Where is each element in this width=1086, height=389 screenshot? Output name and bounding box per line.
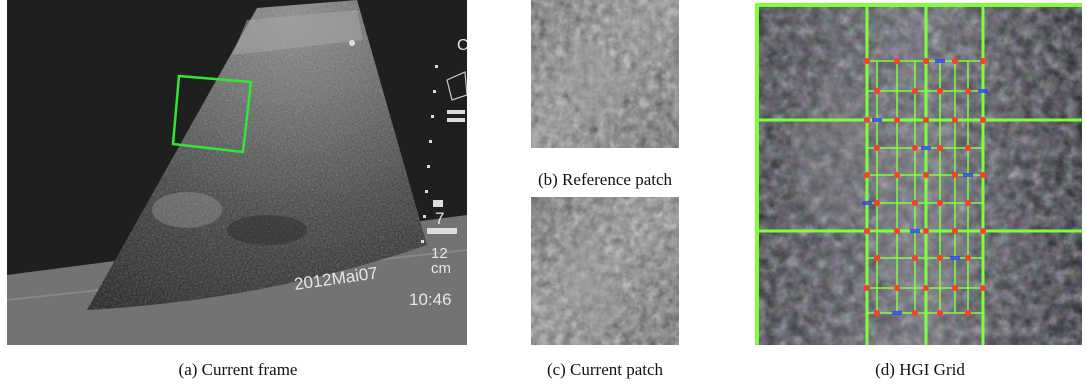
- grid-node: [894, 285, 900, 291]
- grid-node: [937, 88, 943, 94]
- grid-node: [912, 145, 918, 151]
- current-patch-image: [531, 197, 679, 345]
- caption-b: (b) Reference patch: [537, 170, 673, 189]
- svg-text:C: C: [457, 37, 467, 54]
- grid-gradient-mark: [921, 146, 931, 150]
- grid-node: [923, 285, 929, 291]
- time-stamp: 10:46: [409, 290, 452, 309]
- reference-patch-image: [531, 0, 679, 148]
- roi-box: [171, 74, 253, 154]
- ultrasound-frame-svg: C 7 12 cm 2012Mai07 10:46: [7, 0, 467, 345]
- grid-node: [937, 255, 943, 261]
- grid-node: [874, 88, 880, 94]
- grid-gradient-mark: [910, 229, 920, 233]
- caption-c: (c) Current patch: [546, 360, 664, 379]
- grid-gradient-mark: [978, 89, 988, 93]
- grid-gradient-mark: [862, 201, 872, 205]
- grid-node: [912, 88, 918, 94]
- grid-node: [980, 58, 986, 64]
- caption-d: (d) HGI Grid: [875, 360, 965, 379]
- grid-node: [980, 172, 986, 178]
- grid-node: [923, 172, 929, 178]
- grid-node: [923, 58, 929, 64]
- grid-node: [923, 228, 929, 234]
- caption-a: (a) Current frame: [178, 360, 298, 379]
- current-patch-svg: [531, 197, 679, 345]
- gain-readout: 7: [435, 209, 444, 228]
- grid-gradient-mark: [872, 118, 882, 122]
- grid-node: [965, 200, 971, 206]
- grid-node: [980, 285, 986, 291]
- grid-node: [965, 145, 971, 151]
- current-frame-image: C 7 12 cm 2012Mai07 10:46: [7, 0, 467, 345]
- reference-patch-svg: [531, 0, 679, 148]
- grid-node: [894, 117, 900, 123]
- depth-value: 12: [431, 245, 448, 262]
- grid-node: [874, 200, 880, 206]
- grid-gradient-mark: [963, 173, 973, 177]
- grid-node: [894, 58, 900, 64]
- grid-node: [937, 145, 943, 151]
- hgi-grid-image: [755, 3, 1082, 345]
- grid-node: [965, 255, 971, 261]
- grid-node: [923, 117, 929, 123]
- grid-node: [980, 117, 986, 123]
- grid-node: [874, 145, 880, 151]
- grid-node: [864, 117, 870, 123]
- grid-node: [952, 58, 958, 64]
- grid-node: [912, 310, 918, 316]
- grid-gradient-mark: [950, 256, 960, 260]
- grid-node: [874, 255, 880, 261]
- grid-node: [874, 310, 880, 316]
- grid-node: [894, 228, 900, 234]
- grid-node: [952, 172, 958, 178]
- grid-node: [937, 310, 943, 316]
- grid-node: [864, 172, 870, 178]
- grid-node: [937, 200, 943, 206]
- grid-node: [952, 117, 958, 123]
- grid-node: [912, 200, 918, 206]
- grid-node: [912, 255, 918, 261]
- grid-node: [965, 310, 971, 316]
- grid-gradient-mark: [935, 59, 945, 63]
- hgi-grid-svg: [755, 3, 1082, 345]
- grid-gradient-mark: [892, 311, 902, 315]
- grid-node: [864, 285, 870, 291]
- grid-node: [952, 285, 958, 291]
- depth-unit: cm: [431, 260, 451, 277]
- grid-node: [894, 172, 900, 178]
- grid-node: [864, 228, 870, 234]
- grid-node: [864, 58, 870, 64]
- grid-node: [952, 228, 958, 234]
- grid-node: [980, 228, 986, 234]
- grid-node: [965, 88, 971, 94]
